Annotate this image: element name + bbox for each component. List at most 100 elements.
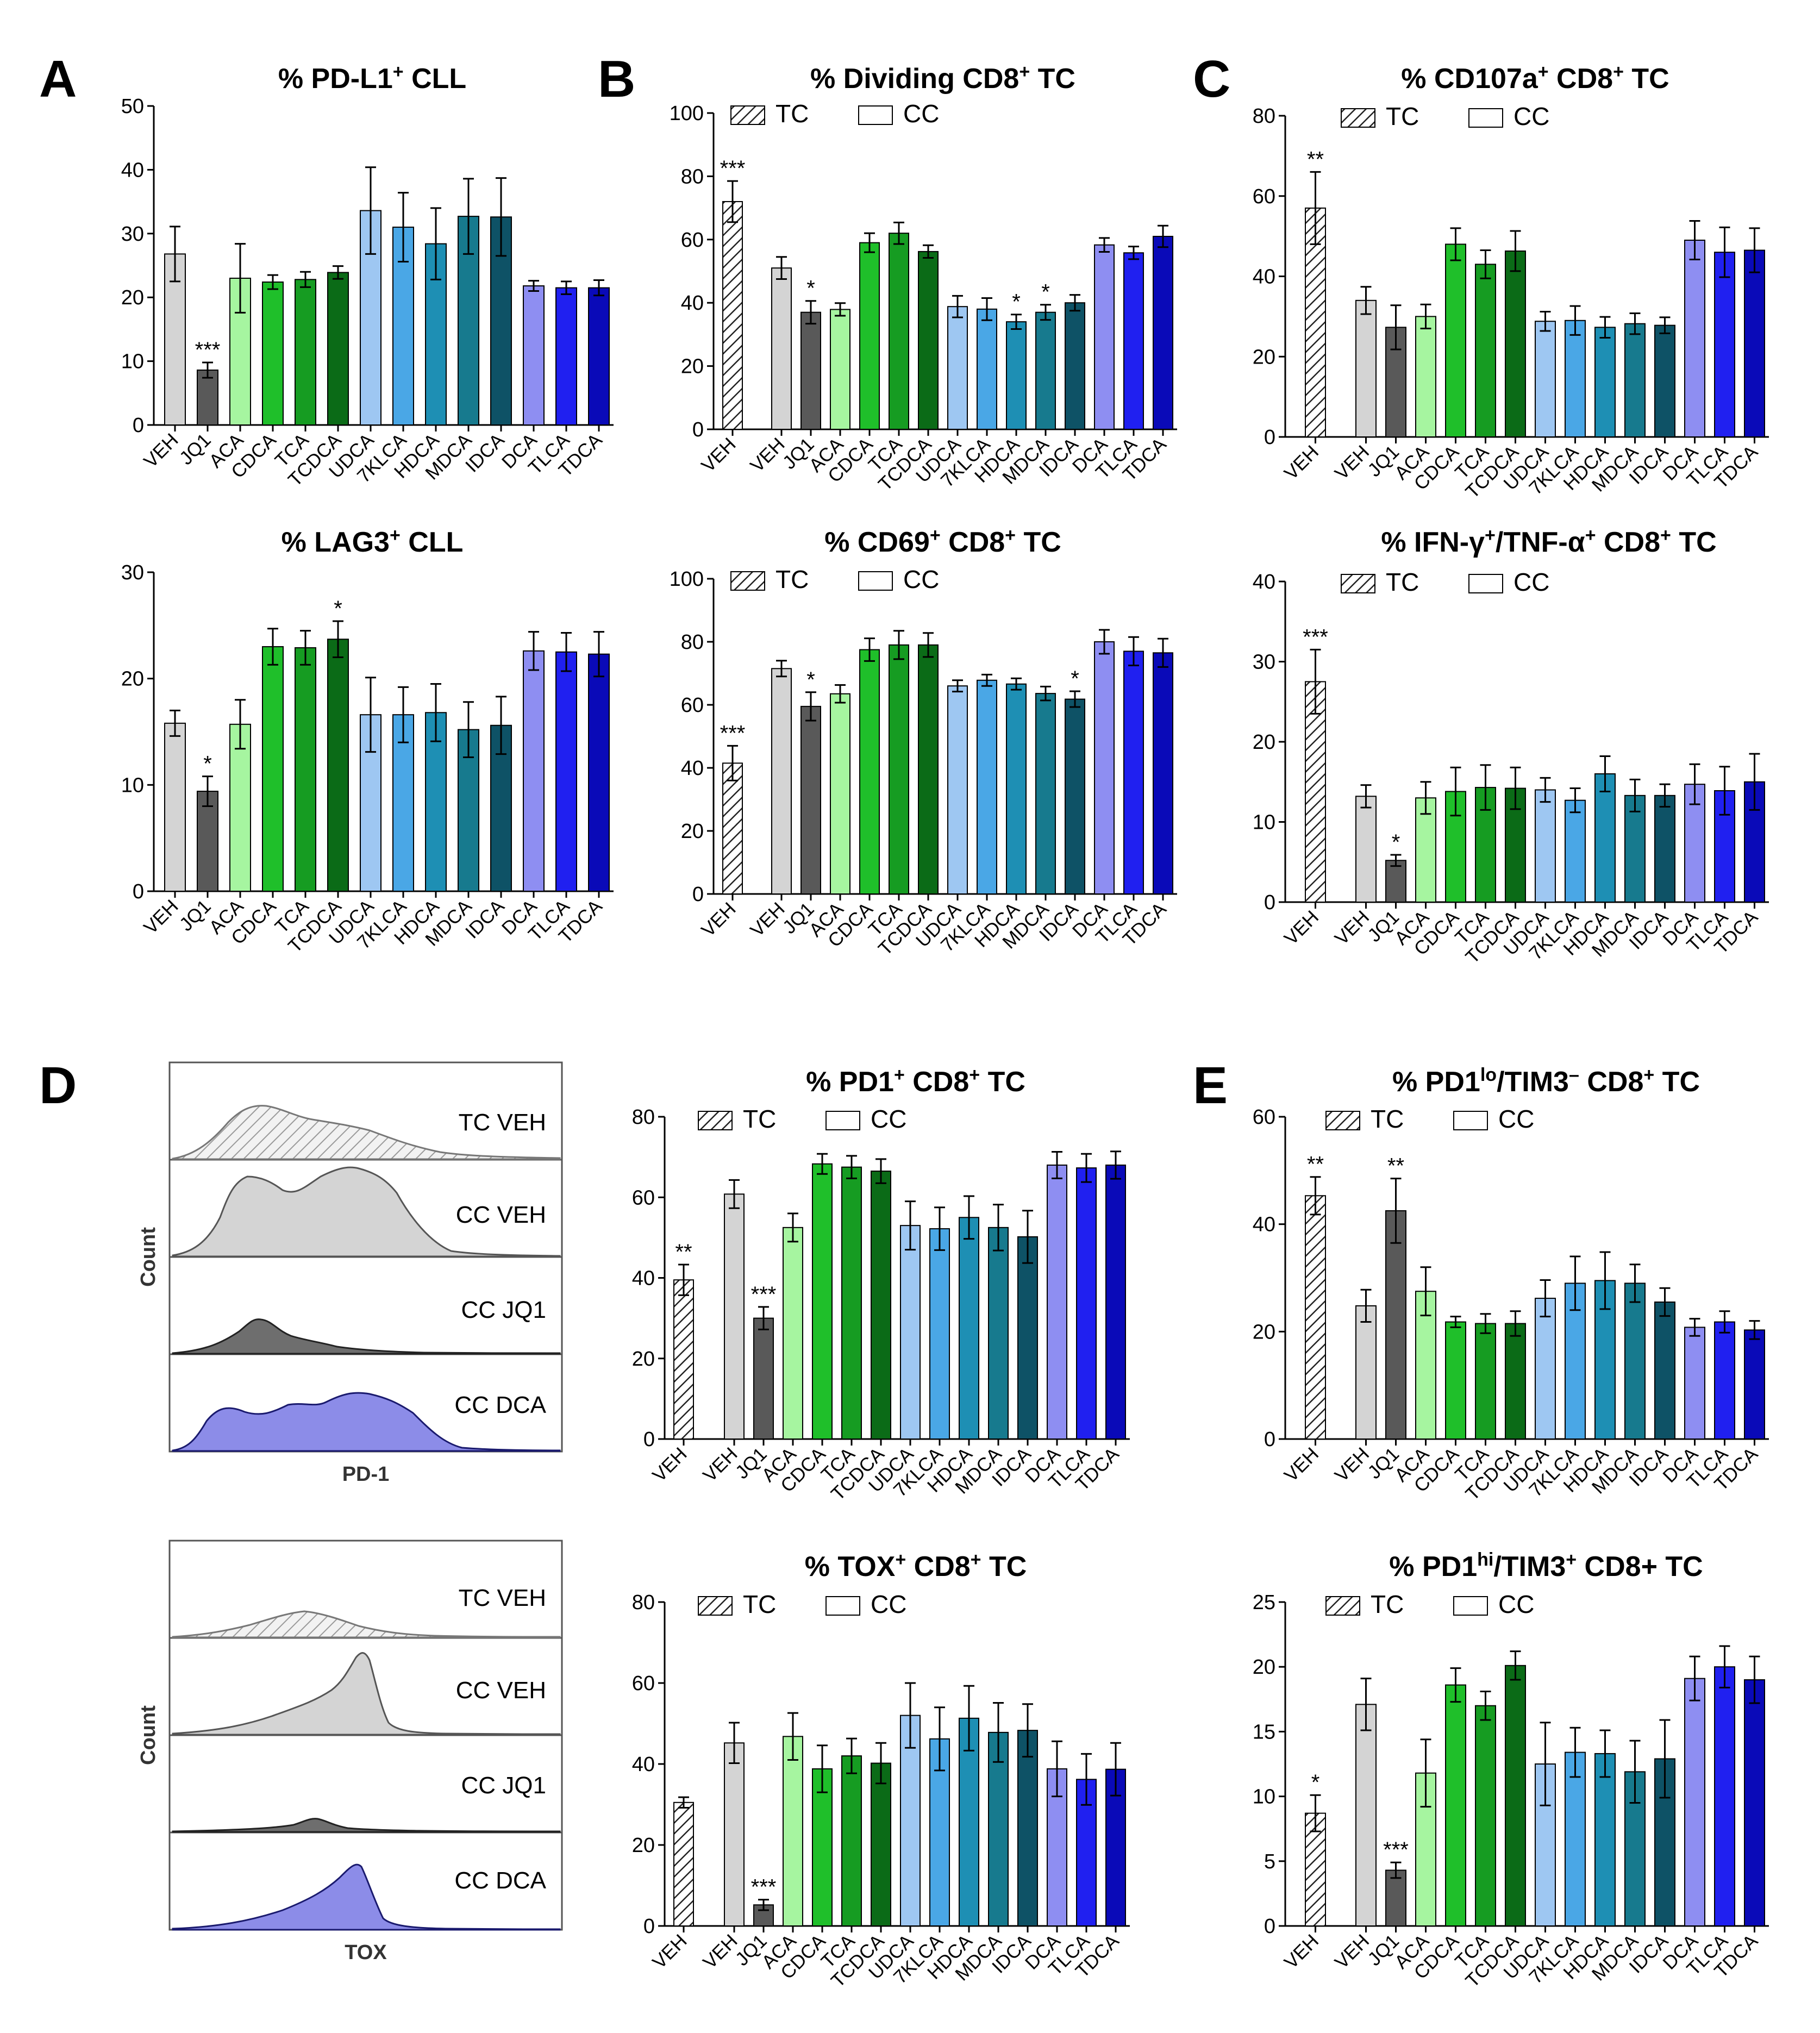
bar-VEH [771,668,792,895]
legend-swatch-cc [825,1596,860,1616]
bar-TCDCA [1505,250,1526,437]
significance-mark: ** [1307,1153,1324,1177]
bar-HDCA [1594,1753,1616,1926]
panel-letter-e: E [1193,1056,1228,1115]
legend-swatch-tc [698,1596,733,1616]
y-tick-label: 40 [632,1753,655,1776]
significance-mark: * [1041,280,1050,304]
bar-VEH [1305,1195,1326,1440]
bar-ACA [783,1736,803,1927]
bar-VEH [673,1801,694,1926]
legend-label-tc: TC [743,1590,776,1618]
x-tick-label: IDCA [461,896,509,943]
x-tick-label: VEH [1280,441,1323,484]
y-tick-label: 100 [670,568,704,591]
bar-TDCA [1744,249,1765,437]
bar-TCA [1475,1323,1496,1440]
bar-UDCA [1535,1298,1556,1440]
bar-TDCA [1105,1164,1126,1440]
chart-C_ifng-title: % IFN-γ+/TNF-α+ CD8+ TC [1381,525,1716,558]
hist-tox-label-3: CC DCA [454,1867,546,1894]
legend-swatch-tc [1341,574,1375,593]
bar-VEH [771,267,792,430]
panel-letter-b: B [598,50,635,108]
legend-label-cc: CC [871,1105,906,1133]
x-tick-label: VEH [1280,1443,1323,1486]
hist-tox-cc-dca-trace [172,1863,561,1931]
panel-letter-c: C [1193,50,1230,108]
y-tick-label: 5 [1264,1850,1275,1873]
bar-TCA [889,233,909,430]
bar-ACA [830,693,850,894]
significance-mark: *** [720,721,746,745]
x-tick-label: VEH [1280,906,1323,949]
y-tick-label: 60 [1253,1106,1275,1129]
y-tick-label: 60 [632,1672,655,1695]
y-tick-label: 80 [1253,105,1275,128]
hist-tox-xaxis-label: TOX [345,1941,387,1964]
bar-TCA [841,1755,862,1927]
bar-IDCA [1654,1301,1675,1440]
legend-label-cc: CC [871,1590,906,1618]
bar-HDCA [1594,327,1616,437]
x-tick-label: JQ1 [176,429,215,469]
bar-HDCA [425,243,447,426]
bar-VEH [1355,1704,1377,1926]
hist-pd1-label-2: CC JQ1 [461,1297,546,1323]
bar-TCDCA [918,251,939,430]
hist-tox-tc-veh-trace [172,1610,561,1638]
y-tick-label: 10 [1253,1786,1275,1809]
y-tick-label: 25 [1253,1591,1275,1614]
bar-HDCA [1006,683,1027,894]
legend-swatch-tc [1341,108,1375,128]
significance-mark: * [334,597,342,621]
y-tick-label: 10 [121,351,144,373]
bar-HDCA [1594,773,1616,903]
x-tick-label: JQ1 [176,896,215,935]
chart-B_cd69-title: % CD69+ CD8+ TC [824,525,1061,558]
y-tick-label: 40 [1253,571,1275,593]
significance-mark: *** [720,157,746,180]
legend-swatch-tc [1325,1596,1360,1616]
y-tick-label: 30 [121,223,144,246]
y-tick-label: 50 [121,95,144,118]
bar-7KLCA [977,679,997,894]
y-tick-label: 60 [681,229,704,252]
y-tick-label: 10 [1253,811,1275,834]
bar-ACA [830,309,850,430]
hist-pd1-xaxis-label: PD-1 [342,1463,390,1486]
y-tick-label: 20 [632,1834,655,1857]
bar-TCA [1475,264,1496,437]
bar-TLCA [1123,252,1144,430]
bar-CDCA [262,646,284,892]
significance-mark: *** [751,1875,777,1899]
bar-HDCA [1006,321,1027,430]
significance-mark: * [203,752,212,776]
bar-CDCA [1445,1684,1466,1926]
chart-A_pdl1: % PD-L1+ CLL01020304050VEH***JQ1ACACDCAT… [121,61,614,491]
legend-label-cc: CC [903,565,939,593]
bar-JQ1 [197,791,218,892]
hist-tox-label-0: TC VEH [459,1585,546,1611]
bar-HDCA [959,1717,979,1926]
y-tick-label: 80 [632,1591,655,1614]
bar-VEH [724,1742,745,1926]
bar-CDCA [1445,1321,1466,1440]
significance-mark: ** [1387,1154,1404,1178]
bar-7KLCA [1565,799,1586,903]
bar-TCA [841,1166,862,1440]
bar-VEH [1355,1305,1377,1440]
bar-ACA [1415,316,1436,437]
legend-label-tc: TC [1386,568,1419,596]
bar-TCDCA [327,272,349,426]
bar-IDCA [1065,302,1085,430]
bar-MDCA [1624,323,1646,437]
y-tick-label: 40 [1253,266,1275,289]
y-tick-label: 60 [681,694,704,717]
significance-mark: * [806,668,815,692]
legend-swatch-cc [1453,1111,1488,1130]
bar-TDCA [588,287,610,426]
y-tick-label: 40 [121,159,144,182]
